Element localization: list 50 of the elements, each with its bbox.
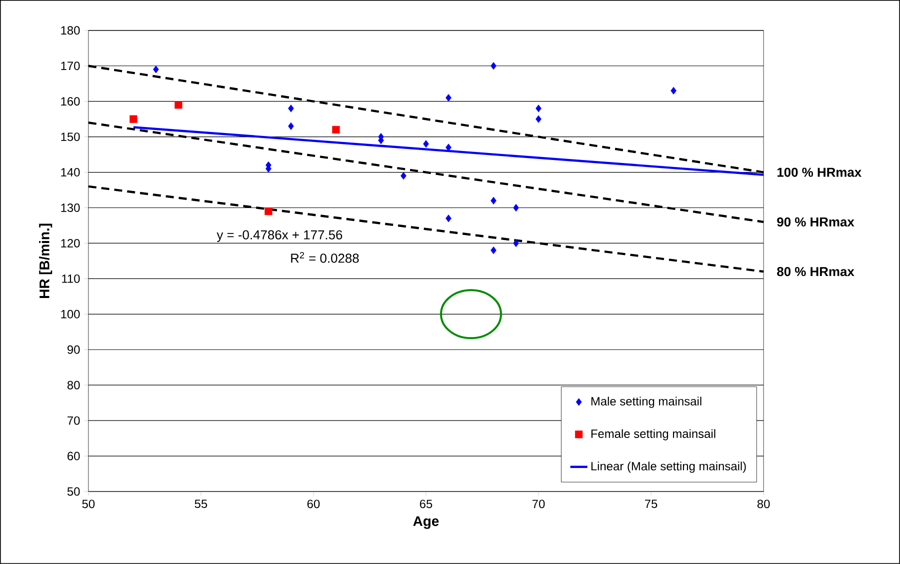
point	[153, 66, 159, 74]
y-tick-label: 180	[61, 26, 80, 35]
legend-label: Linear (Male setting mainsail)	[591, 462, 746, 473]
point	[536, 115, 542, 123]
y-tick-label: 100	[61, 310, 80, 318]
point	[490, 62, 496, 70]
point	[174, 101, 182, 109]
point	[400, 172, 406, 180]
x-axis-title: Age	[413, 516, 439, 529]
y-axis-title: HR [B/min.]	[39, 224, 52, 298]
point	[490, 196, 496, 204]
point	[670, 86, 676, 95]
point	[288, 122, 294, 130]
point	[446, 94, 452, 102]
y-tick-label: 80	[67, 380, 80, 390]
point	[446, 214, 452, 222]
y-tick-label: 170	[61, 62, 80, 70]
point	[490, 246, 496, 254]
x-tick-label: 75	[645, 500, 658, 508]
series-label: 90 % HRmax	[777, 217, 854, 227]
x-tick-label: 70	[532, 500, 545, 508]
x-tick-label: 80	[757, 500, 770, 508]
point	[288, 104, 294, 112]
point	[332, 126, 340, 134]
point	[130, 115, 138, 123]
x-tick-label: 65	[420, 500, 432, 508]
y-tick-label: 130	[61, 204, 80, 212]
x-tick-label: 55	[194, 500, 208, 508]
y-tick-label: 110	[62, 274, 80, 283]
annotation: R$^{2}$ = 0.0288	[291, 252, 359, 263]
x-tick-label: 50	[82, 500, 95, 508]
point	[513, 204, 519, 212]
y-tick-label: 120	[61, 239, 80, 248]
point	[536, 104, 542, 112]
y-tick-label: 160	[61, 97, 80, 106]
point	[513, 239, 519, 248]
y-tick-label: 60	[68, 452, 80, 460]
legend-label: Female setting mainsail	[591, 429, 716, 440]
point	[264, 208, 272, 216]
point	[423, 140, 429, 148]
x-tick-label: 60	[307, 500, 320, 508]
y-tick-label: 70	[68, 416, 80, 425]
y-tick-label: 90	[68, 345, 80, 354]
y-tick-label: 140	[61, 168, 80, 177]
series-label: 100 % HRmax	[777, 168, 862, 177]
annotation: y = -0.4786x + 177.56	[216, 230, 342, 242]
y-tick-label: 50	[67, 487, 80, 496]
series-label: 80 % HRmax	[777, 267, 854, 276]
y-tick-label: 150	[61, 132, 80, 142]
legend-label: Male setting mainsail	[591, 396, 702, 408]
